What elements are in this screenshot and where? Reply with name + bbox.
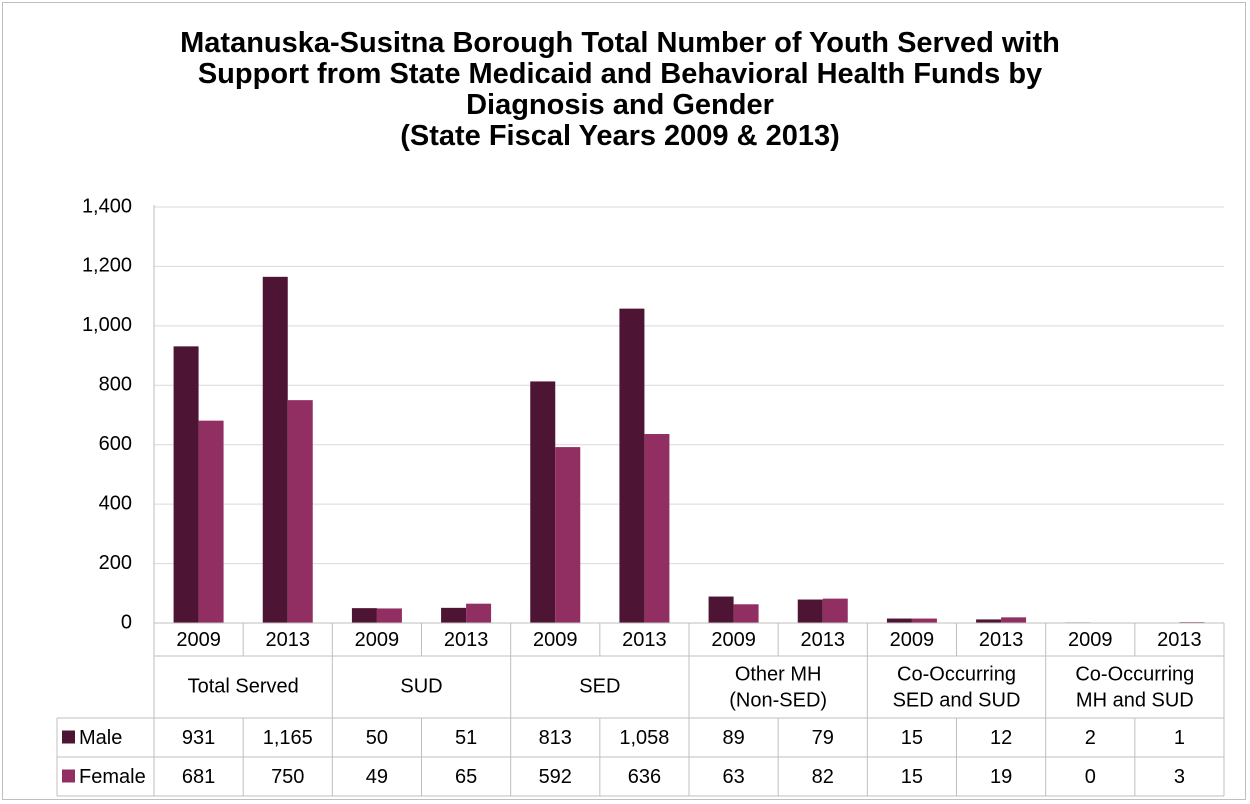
data-label-female: 681: [182, 766, 215, 788]
bar-female: [822, 598, 848, 623]
data-label-female: 750: [271, 766, 304, 788]
y-tick-label: 1,200: [82, 255, 132, 277]
bar-female: [376, 608, 402, 623]
data-label-male: 79: [812, 727, 834, 749]
data-label-female: 3: [1174, 766, 1185, 788]
bar-male: [530, 381, 556, 623]
title-line-2: Support from State Medicaid and Behavior…: [197, 58, 1043, 90]
x-tick-year: 2013: [622, 629, 667, 651]
legend-label-male: Male: [79, 727, 122, 749]
data-label-male: 1,165: [263, 727, 313, 749]
bar-male: [886, 618, 912, 623]
y-tick-label: 800: [99, 374, 132, 396]
x-tick-year: 2009: [355, 629, 400, 651]
data-label-female: 82: [812, 766, 834, 788]
legend-key-male: [62, 730, 75, 744]
x-tick-year: 2009: [1068, 629, 1113, 651]
data-label-male: 1: [1174, 727, 1185, 749]
x-tick-year: 2009: [890, 629, 935, 651]
x-tick-year: 2013: [801, 629, 846, 651]
x-tick-year: 2013: [1157, 629, 1202, 651]
data-label-male: 89: [722, 727, 744, 749]
category-label: Co-Occurring: [897, 663, 1016, 685]
title-line-3: Diagnosis and Gender: [466, 89, 774, 121]
category-label: (Non-SED): [729, 689, 827, 711]
bar-male: [976, 619, 1002, 623]
x-tick-year: 2009: [533, 629, 578, 651]
bar-female: [198, 420, 224, 623]
bar-male: [173, 346, 199, 623]
bar-male: [262, 276, 288, 623]
category-label: Co-Occurring: [1075, 663, 1194, 685]
category-label: SUD: [400, 675, 442, 697]
data-label-female: 592: [539, 766, 572, 788]
legend-key-female: [62, 769, 75, 783]
bar-male: [797, 599, 823, 623]
bar-female: [733, 604, 759, 623]
category-label: Total Served: [188, 675, 299, 697]
x-tick-year: 2009: [711, 629, 756, 651]
category-label: MH and SUD: [1076, 689, 1194, 711]
title-line-4: (State Fiscal Years 2009 & 2013): [400, 120, 840, 152]
bar-female: [466, 603, 492, 623]
bar-female: [555, 447, 581, 623]
x-tick-year: 2013: [979, 629, 1024, 651]
data-label-male: 12: [990, 727, 1012, 749]
y-tick-label: 200: [99, 552, 132, 574]
data-label-female: 0: [1085, 766, 1096, 788]
chart-title: Matanuska-Susitna Borough Total Number o…: [100, 28, 1140, 152]
data-label-female: 65: [455, 766, 477, 788]
data-label-male: 51: [455, 727, 477, 749]
data-label-female: 15: [901, 766, 923, 788]
y-tick-label: 0: [121, 611, 132, 633]
bar-female: [644, 434, 670, 623]
data-label-female: 19: [990, 766, 1012, 788]
data-label-male: 50: [366, 727, 388, 749]
category-label: Other MH: [735, 663, 822, 685]
y-tick-label: 1,400: [82, 195, 132, 217]
bar-female: [287, 400, 313, 623]
category-label: SED: [579, 675, 620, 697]
y-tick-label: 600: [99, 433, 132, 455]
x-tick-year: 2013: [266, 629, 311, 651]
bar-male: [619, 308, 645, 623]
y-tick-label: 400: [99, 492, 132, 514]
data-label-female: 49: [366, 766, 388, 788]
data-label-female: 636: [628, 766, 661, 788]
data-label-male: 15: [901, 727, 923, 749]
bar-male: [351, 608, 377, 623]
bar-male: [708, 596, 734, 623]
bar-female: [1001, 617, 1027, 623]
bar-female: [911, 618, 937, 623]
title-line-1: Matanuska-Susitna Borough Total Number o…: [180, 27, 1060, 59]
x-tick-year: 2009: [176, 629, 221, 651]
data-label-female: 63: [722, 766, 744, 788]
bar-male: [441, 607, 467, 623]
y-tick-label: 1,000: [82, 314, 132, 336]
data-label-male: 931: [182, 727, 215, 749]
data-label-male: 813: [539, 727, 572, 749]
data-label-male: 1,058: [619, 727, 669, 749]
x-tick-year: 2013: [444, 629, 489, 651]
category-label: SED and SUD: [893, 689, 1021, 711]
legend-label-female: Female: [79, 766, 146, 788]
data-label-male: 2: [1085, 727, 1096, 749]
